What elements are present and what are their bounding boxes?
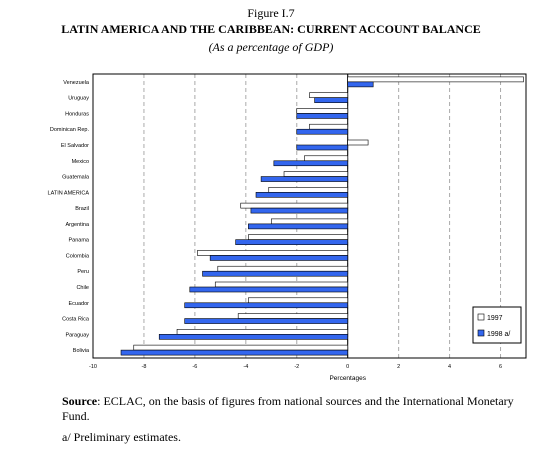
x-tick-label: -10 <box>89 364 97 370</box>
bar-1997-honduras <box>296 108 349 114</box>
bar-1997-uruguay <box>309 92 349 98</box>
bar-1998-dominican-rep- <box>296 128 349 135</box>
bar-1997-argentina <box>270 218 349 225</box>
bar-1998-colombia <box>209 255 349 261</box>
x-tick-label: -4 <box>243 364 248 370</box>
legend-label: 1997 <box>487 315 503 322</box>
category-label: Uruguay <box>68 96 89 102</box>
bar-1997-venezuela <box>347 76 524 83</box>
bar-1997-chile <box>214 281 349 288</box>
category-label: Costa Rica <box>62 317 90 323</box>
legend-box <box>472 306 522 344</box>
category-label: Dominican Rep. <box>50 127 90 133</box>
chart-title: LATIN AMERICA AND THE CARIBBEAN: CURRENT… <box>61 22 481 36</box>
source-text: : ECLAC, on the basis of figures from na… <box>62 394 514 423</box>
bar-1998-el-salvador <box>296 144 349 151</box>
bar-1997-panama <box>248 234 349 240</box>
bar-1998-panama <box>235 239 349 245</box>
bar-1997-mexico <box>304 155 349 162</box>
bar-1998-guatemala <box>260 176 349 182</box>
bar-1997-el-salvador <box>347 139 369 146</box>
plot-area-border <box>92 73 527 359</box>
x-tick-label: -6 <box>192 364 197 370</box>
bar-1998-ecuador <box>184 302 349 309</box>
bar-1997-bolivia <box>133 344 349 351</box>
x-tick-label: -8 <box>141 364 146 370</box>
bar-1997-ecuador <box>248 297 349 304</box>
bar-1998-paraguay <box>158 334 349 340</box>
figure-label: Figure I.7 <box>247 6 295 20</box>
bar-1998-mexico <box>273 160 349 167</box>
category-label: Brazil <box>75 206 89 212</box>
category-label: Colombia <box>66 253 90 259</box>
category-label: Peru <box>77 269 89 275</box>
category-label: Panama <box>69 238 90 244</box>
bar-1997-guatemala <box>283 171 349 177</box>
bar-1998-peru <box>202 270 349 277</box>
bar-1998-latin-america <box>255 192 349 198</box>
category-label: Guatemala <box>62 175 90 181</box>
category-label: LATIN AMERICA <box>48 190 90 196</box>
bar-1997-costa-rica <box>237 313 349 319</box>
bar-1997-colombia <box>197 250 349 256</box>
bar-1998-venezuela <box>347 81 374 88</box>
bar-1998-costa-rica <box>184 318 349 324</box>
category-label: Argentina <box>65 222 89 228</box>
x-tick-label: -2 <box>294 364 299 370</box>
category-label: Ecuador <box>69 301 90 307</box>
category-label: Venezuela <box>63 80 90 86</box>
category-label: Paraguay <box>65 332 89 338</box>
chart-subtitle: (As a percentage of GDP) <box>208 40 334 54</box>
bar-1998-brazil <box>250 207 349 214</box>
bar-1998-uruguay <box>314 97 349 103</box>
x-tick-label: 6 <box>499 364 502 370</box>
bar-1997-peru <box>217 265 349 272</box>
bar-1997-paraguay <box>176 329 349 335</box>
category-label: El Salvador <box>61 143 89 149</box>
source-note: Source: ECLAC, on the basis of figures f… <box>62 394 532 424</box>
preliminary-note: a/ Preliminary estimates. <box>62 430 181 444</box>
legend-swatch-1997 <box>477 313 485 321</box>
bar-1998-chile <box>189 286 349 293</box>
bar-1998-bolivia <box>120 349 349 356</box>
source-label: Source <box>62 394 98 408</box>
x-tick-label: 2 <box>397 364 400 370</box>
category-label: Chile <box>76 285 89 291</box>
x-tick-label: 4 <box>448 364 451 370</box>
legend-swatch-1998 <box>477 329 485 337</box>
category-label: Mexico <box>72 159 89 165</box>
x-axis-label: Percentages <box>329 375 366 382</box>
legend-label: 1998 a/ <box>487 331 510 338</box>
category-label: Bolivia <box>73 348 90 354</box>
x-tick-label: 0 <box>346 364 349 370</box>
category-label: Honduras <box>65 111 89 117</box>
bar-1997-dominican-rep- <box>309 123 349 130</box>
bar-1997-brazil <box>240 202 349 209</box>
bar-1997-latin-america <box>268 187 349 193</box>
bar-1998-honduras <box>296 113 349 119</box>
bar-1998-argentina <box>248 223 349 230</box>
bar-chart: Venezuela Uruguay Honduras Dominican Rep. El… <box>48 73 527 382</box>
